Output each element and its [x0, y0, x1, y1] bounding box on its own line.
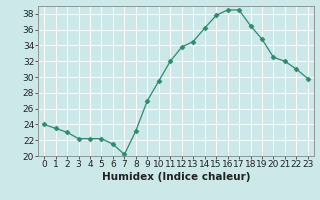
- X-axis label: Humidex (Indice chaleur): Humidex (Indice chaleur): [102, 172, 250, 182]
